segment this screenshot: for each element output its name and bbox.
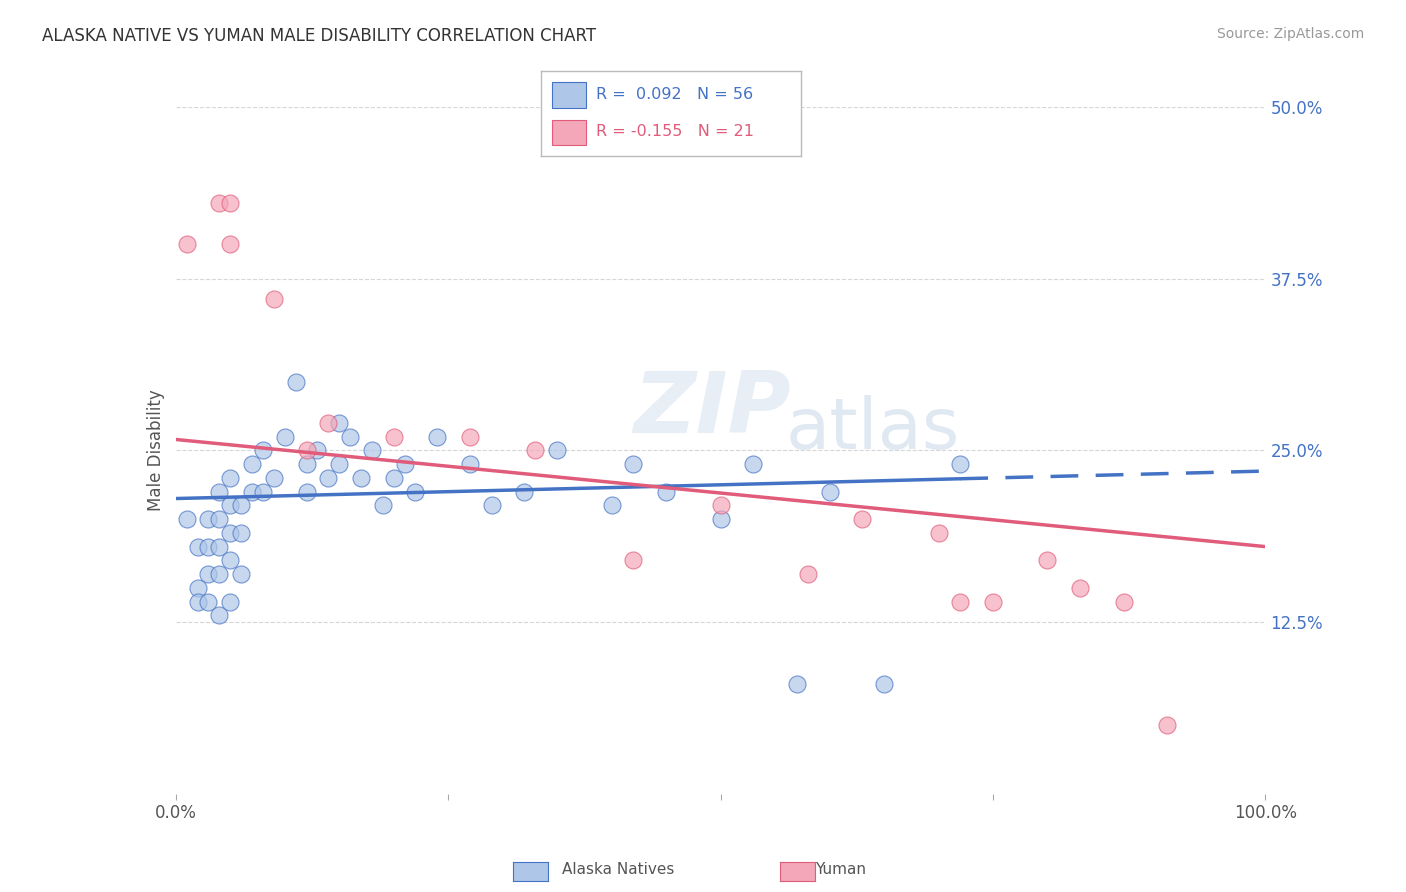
Point bbox=[208, 196, 231, 211]
Point bbox=[710, 512, 733, 526]
Point bbox=[240, 457, 263, 471]
Point bbox=[274, 430, 297, 444]
Point bbox=[1112, 594, 1135, 608]
Point bbox=[513, 484, 536, 499]
Text: atlas: atlas bbox=[786, 395, 960, 465]
Point bbox=[928, 525, 950, 540]
Point bbox=[382, 430, 405, 444]
Point bbox=[546, 443, 568, 458]
Point bbox=[318, 416, 340, 430]
Point bbox=[949, 457, 972, 471]
Point bbox=[208, 608, 231, 623]
Point bbox=[284, 375, 307, 389]
Point bbox=[382, 471, 405, 485]
Point bbox=[231, 499, 253, 513]
Point bbox=[786, 677, 808, 691]
Point bbox=[186, 594, 209, 608]
Point bbox=[350, 471, 373, 485]
Point bbox=[197, 594, 219, 608]
Point bbox=[208, 512, 231, 526]
Point bbox=[481, 499, 503, 513]
Point bbox=[219, 594, 242, 608]
Point bbox=[219, 525, 242, 540]
Point bbox=[263, 293, 285, 307]
Point bbox=[240, 484, 263, 499]
Point bbox=[231, 525, 253, 540]
Point bbox=[328, 416, 350, 430]
Point bbox=[197, 512, 219, 526]
Text: R = -0.155   N = 21: R = -0.155 N = 21 bbox=[596, 125, 754, 139]
Bar bbox=[551, 82, 585, 108]
Point bbox=[307, 443, 329, 458]
Bar bbox=[551, 120, 585, 145]
Point bbox=[524, 443, 547, 458]
Point bbox=[621, 553, 644, 567]
Point bbox=[231, 567, 253, 582]
Point bbox=[405, 484, 427, 499]
Point bbox=[710, 499, 733, 513]
Point bbox=[295, 484, 318, 499]
Text: Yuman: Yuman bbox=[815, 863, 866, 877]
Point bbox=[197, 540, 219, 554]
Point bbox=[796, 567, 818, 582]
Point bbox=[394, 457, 416, 471]
Point bbox=[1036, 553, 1059, 567]
Point bbox=[458, 457, 481, 471]
Point bbox=[208, 540, 231, 554]
Point bbox=[1156, 718, 1178, 732]
Point bbox=[851, 512, 873, 526]
Point bbox=[295, 457, 318, 471]
Point bbox=[186, 581, 209, 595]
Point bbox=[219, 237, 242, 252]
Text: ALASKA NATIVE VS YUMAN MALE DISABILITY CORRELATION CHART: ALASKA NATIVE VS YUMAN MALE DISABILITY C… bbox=[42, 27, 596, 45]
Point bbox=[621, 457, 644, 471]
Point bbox=[328, 457, 350, 471]
Point bbox=[252, 443, 274, 458]
Point bbox=[176, 512, 198, 526]
Point bbox=[949, 594, 972, 608]
Text: ZIP: ZIP bbox=[633, 368, 792, 450]
Point bbox=[219, 553, 242, 567]
Point bbox=[655, 484, 678, 499]
Point bbox=[197, 567, 219, 582]
Point bbox=[252, 484, 274, 499]
Point bbox=[360, 443, 382, 458]
Point bbox=[557, 128, 579, 142]
Point bbox=[208, 484, 231, 499]
Point bbox=[208, 567, 231, 582]
Text: Source: ZipAtlas.com: Source: ZipAtlas.com bbox=[1216, 27, 1364, 41]
Point bbox=[176, 237, 198, 252]
Point bbox=[742, 457, 765, 471]
Point bbox=[371, 499, 394, 513]
Text: Alaska Natives: Alaska Natives bbox=[562, 863, 675, 877]
Point bbox=[873, 677, 896, 691]
Point bbox=[1069, 581, 1091, 595]
Point bbox=[219, 471, 242, 485]
Point bbox=[219, 196, 242, 211]
Point bbox=[458, 430, 481, 444]
Point bbox=[295, 443, 318, 458]
Point bbox=[600, 499, 623, 513]
Point bbox=[186, 540, 209, 554]
Point bbox=[318, 471, 340, 485]
Point bbox=[981, 594, 1004, 608]
Point bbox=[263, 471, 285, 485]
Point bbox=[818, 484, 841, 499]
Point bbox=[426, 430, 449, 444]
Point bbox=[339, 430, 361, 444]
Point bbox=[219, 499, 242, 513]
Y-axis label: Male Disability: Male Disability bbox=[146, 390, 165, 511]
Text: R =  0.092   N = 56: R = 0.092 N = 56 bbox=[596, 87, 754, 103]
